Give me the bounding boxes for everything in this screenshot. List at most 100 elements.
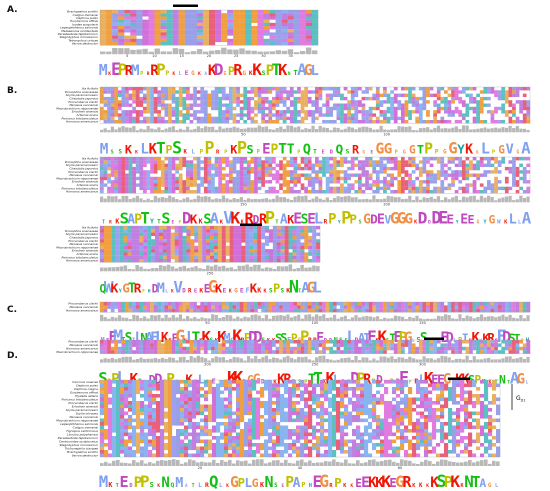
alignment-cell	[257, 186, 262, 191]
alignment-cell	[261, 249, 266, 253]
alignment-cell	[121, 186, 126, 191]
conservation-bar	[386, 318, 390, 322]
alignment-cell	[227, 38, 234, 43]
alignment-cell	[444, 346, 448, 351]
alignment-cell	[307, 350, 312, 354]
alignment-cell	[519, 346, 523, 351]
alignment-cell	[139, 340, 144, 344]
alignment-cell	[261, 302, 265, 306]
alignment-cell	[152, 439, 157, 444]
alignment-cell	[186, 239, 191, 243]
alignment-cell	[279, 90, 283, 94]
alignment-cell	[318, 340, 323, 344]
alignment-cell	[154, 10, 161, 14]
alignment-cell	[288, 245, 293, 250]
alignment-cell	[315, 180, 319, 184]
alignment-cell	[275, 10, 282, 14]
alignment-cell	[215, 16, 222, 20]
alignment-cell	[232, 113, 237, 117]
alignment-cell	[147, 255, 152, 260]
alignment-cell	[454, 110, 459, 114]
alignment-cell	[100, 255, 105, 260]
alignment-cell	[390, 180, 394, 184]
alignment-cell	[198, 245, 203, 250]
alignment-cell	[104, 432, 109, 437]
alignment-cell	[186, 116, 190, 121]
conservation-bar	[128, 319, 132, 322]
alignment-cell	[284, 235, 289, 240]
position-tick: 20	[207, 54, 211, 58]
conservation-bar	[211, 199, 215, 203]
alignment-cell	[325, 180, 330, 184]
alignment-cell	[120, 450, 125, 454]
alignment-cell	[100, 432, 105, 437]
alignment-cell	[148, 42, 155, 46]
alignment-cell	[119, 252, 124, 256]
alignment-cell	[512, 343, 516, 347]
logo-letter: Q	[335, 142, 343, 157]
alignment-cell	[118, 10, 125, 14]
alignment-cell	[103, 100, 108, 104]
alignment-cell	[515, 116, 520, 121]
alignment-cell	[422, 180, 427, 184]
conservation-bar	[239, 128, 243, 133]
alignment-cell	[140, 411, 145, 416]
alignment-cell	[130, 19, 137, 23]
alignment-cell	[329, 350, 334, 354]
alignment-cell	[257, 180, 262, 184]
alignment-cell	[140, 401, 145, 405]
alignment-cell	[106, 35, 113, 39]
alignment-cell	[200, 176, 205, 181]
alignment-cell	[107, 245, 112, 250]
conservation-bar	[239, 358, 243, 363]
alignment-cell	[358, 305, 362, 309]
conservation-bar	[361, 357, 365, 363]
alignment-cell	[275, 26, 282, 30]
alignment-cell	[239, 22, 246, 27]
conservation-bar	[151, 268, 155, 272]
alignment-cell	[203, 173, 208, 177]
alignment-cell	[304, 160, 308, 164]
species-label: Penaeus vannamei	[69, 343, 98, 347]
alignment-cell	[343, 346, 348, 351]
alignment-cell	[166, 26, 173, 30]
alignment-cell	[131, 249, 136, 253]
alignment-cell	[186, 166, 190, 171]
alignment-cell	[103, 96, 108, 101]
alignment-cell	[237, 245, 242, 250]
alignment-cell	[168, 350, 172, 354]
conservation-bar	[343, 128, 347, 133]
logo-letter: S	[346, 148, 350, 155]
alignment-cell	[300, 249, 305, 253]
alignment-cell	[358, 160, 362, 164]
alignment-cell	[107, 113, 111, 117]
alignment-cell	[325, 120, 330, 124]
alignment-cell	[433, 173, 437, 177]
alignment-cell	[411, 87, 416, 91]
alignment-cell	[139, 249, 144, 253]
motif-marker	[424, 337, 444, 340]
alignment-cell	[390, 166, 394, 171]
logo-letter: P	[291, 332, 298, 345]
alignment-cell	[440, 116, 445, 121]
alignment-cell	[515, 166, 520, 171]
alignment-cell	[117, 120, 122, 124]
alignment-cell	[305, 32, 313, 36]
conservation-bar	[522, 318, 527, 322]
alignment-cell	[282, 166, 287, 171]
alignment-cell	[174, 242, 179, 246]
logo-letter: S	[298, 380, 301, 386]
alignment-cell	[178, 103, 183, 107]
alignment-cell	[253, 255, 258, 260]
conservation-bar	[139, 266, 143, 272]
alignment-cell	[132, 404, 137, 409]
alignment-cell	[288, 235, 293, 240]
alignment-cell	[160, 100, 165, 104]
alignment-cell	[153, 96, 158, 101]
alignment-cell	[281, 16, 288, 20]
alignment-cell	[171, 343, 176, 347]
alignment-cell	[193, 87, 197, 91]
alignment-cell	[132, 439, 137, 444]
alignment-cell	[128, 418, 133, 423]
species-label: Lepeophtheirus salmonis	[60, 422, 98, 426]
